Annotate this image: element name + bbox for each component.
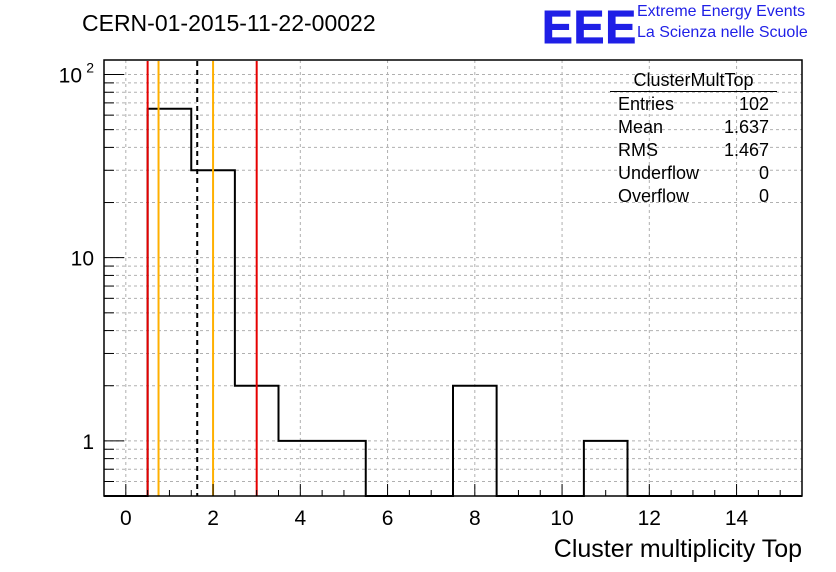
x-axis-label: Cluster multiplicity Top (553, 535, 802, 563)
x-tick-label: 0 (120, 507, 132, 530)
stats-value: 0 (758, 163, 769, 183)
stats-row: Entries 102 (610, 93, 777, 116)
y-tick-label: 10 (71, 248, 94, 271)
x-tick-label: 8 (469, 507, 481, 530)
y-tick-exponent: 2 (86, 60, 94, 76)
stats-box: ClusterMultTop Entries 102 Mean 1.637 RMS 1.4… (610, 69, 777, 208)
stats-box-title: ClusterMultTop (610, 69, 777, 92)
stats-label: RMS (618, 140, 658, 160)
stats-row: Underflow 0 (610, 162, 777, 185)
y-tick-label: 1 (82, 431, 94, 454)
stats-value: 1.637 (723, 117, 769, 137)
chart-title: CERN-01-2015-11-22-00022 (82, 10, 376, 36)
stats-label: Entries (618, 94, 675, 114)
logo-line-1: Extreme Energy Events (637, 3, 806, 20)
stats-row: RMS 1.467 (610, 139, 777, 162)
logo-line-2: La Scienza nelle Scuole (637, 24, 808, 41)
x-tick-label: 2 (207, 507, 219, 530)
eee-logo: EEE (541, 1, 638, 54)
y-tick-label: 10 (59, 65, 82, 88)
stats-row: Mean 1.637 (610, 116, 777, 139)
histogram-bar (453, 386, 497, 496)
reference-lines (146, 61, 258, 496)
stats-value: 1.467 (723, 140, 769, 160)
histogram-bar (322, 441, 366, 496)
histogram-bar (584, 441, 628, 496)
histogram-bar (148, 109, 192, 496)
stats-label: Mean (618, 117, 664, 137)
x-tick-label: 14 (725, 507, 749, 530)
stats-value: 0 (758, 186, 769, 206)
x-tick-label: 12 (638, 507, 661, 530)
x-tick-label: 4 (294, 507, 306, 530)
stats-label: Overflow (618, 186, 690, 206)
stats-row: Overflow 0 (610, 185, 777, 208)
stats-value: 102 (738, 94, 769, 114)
x-tick-label: 10 (550, 507, 573, 530)
x-tick-label: 6 (382, 507, 394, 530)
stats-label: Underflow (618, 163, 700, 183)
grid-lines (104, 60, 802, 497)
